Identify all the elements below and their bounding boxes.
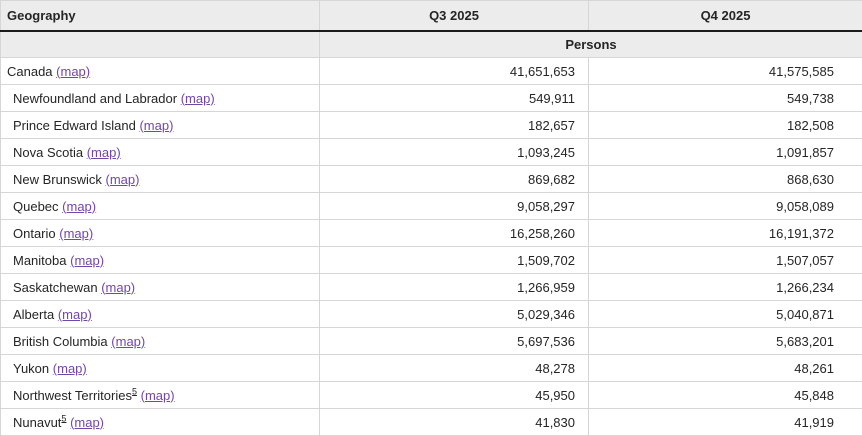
- q4-value-cell: 16,191,372: [589, 220, 862, 247]
- q3-value-cell: 48,278: [320, 355, 589, 382]
- column-header-q3-2025: Q3 2025: [320, 1, 589, 32]
- geography-cell: Nunavut5 (map): [1, 409, 320, 436]
- geography-label: Alberta: [13, 307, 54, 322]
- q3-value-cell: 5,697,536: [320, 328, 589, 355]
- table-row: Alberta (map) 5,029,346 5,040,871: [1, 301, 862, 328]
- q3-value-cell: 1,266,959: [320, 274, 589, 301]
- table-row: Prince Edward Island (map) 182,657 182,5…: [1, 112, 862, 139]
- q3-value-cell: 9,058,297: [320, 193, 589, 220]
- map-link[interactable]: (map): [111, 334, 145, 349]
- q4-value-cell: 48,261: [589, 355, 862, 382]
- geography-label: New Brunswick: [13, 172, 102, 187]
- geography-cell: Prince Edward Island (map): [1, 112, 320, 139]
- q3-value-cell: 182,657: [320, 112, 589, 139]
- q3-value-cell: 1,093,245: [320, 139, 589, 166]
- geography-label: Saskatchewan: [13, 280, 98, 295]
- column-header-geography: Geography: [1, 1, 320, 32]
- geography-cell: British Columbia (map): [1, 328, 320, 355]
- geography-label: Newfoundland and Labrador: [13, 91, 177, 106]
- units-header-row: Persons: [1, 31, 862, 58]
- geography-label: Canada: [7, 64, 53, 79]
- q4-value-cell: 549,738: [589, 85, 862, 112]
- map-link[interactable]: (map): [53, 361, 87, 376]
- q4-value-cell: 41,575,585: [589, 58, 862, 85]
- geography-cell: Canada (map): [1, 58, 320, 85]
- table-row: Yukon (map) 48,278 48,261: [1, 355, 862, 382]
- geography-cell: Nova Scotia (map): [1, 139, 320, 166]
- table-row: Newfoundland and Labrador (map) 549,911 …: [1, 85, 862, 112]
- q4-value-cell: 1,091,857: [589, 139, 862, 166]
- table-row: Ontario (map) 16,258,260 16,191,372: [1, 220, 862, 247]
- q3-value-cell: 1,509,702: [320, 247, 589, 274]
- geography-cell: Quebec (map): [1, 193, 320, 220]
- map-link[interactable]: (map): [101, 280, 135, 295]
- q4-value-cell: 1,507,057: [589, 247, 862, 274]
- map-link[interactable]: (map): [87, 145, 121, 160]
- table-row: Nova Scotia (map) 1,093,245 1,091,857: [1, 139, 862, 166]
- units-header-persons: Persons: [320, 31, 862, 58]
- footnote-link[interactable]: 5: [61, 413, 66, 423]
- geography-label: Ontario: [13, 226, 56, 241]
- map-link[interactable]: (map): [56, 64, 90, 79]
- table-row: British Columbia (map) 5,697,536 5,683,2…: [1, 328, 862, 355]
- q3-value-cell: 41,651,653: [320, 58, 589, 85]
- geography-label: Northwest Territories: [13, 388, 132, 403]
- table-row: Quebec (map) 9,058,297 9,058,089: [1, 193, 862, 220]
- footnote-ref: 5: [61, 413, 66, 423]
- q3-value-cell: 45,950: [320, 382, 589, 409]
- geography-label: Manitoba: [13, 253, 66, 268]
- table-row: New Brunswick (map) 869,682 868,630: [1, 166, 862, 193]
- geography-cell: Northwest Territories5 (map): [1, 382, 320, 409]
- geography-label: Yukon: [13, 361, 49, 376]
- q3-value-cell: 5,029,346: [320, 301, 589, 328]
- map-link[interactable]: (map): [141, 388, 175, 403]
- geography-cell: New Brunswick (map): [1, 166, 320, 193]
- q4-value-cell: 5,040,871: [589, 301, 862, 328]
- q4-value-cell: 182,508: [589, 112, 862, 139]
- q4-value-cell: 868,630: [589, 166, 862, 193]
- table-body: Canada (map) 41,651,653 41,575,585 Newfo…: [1, 58, 862, 436]
- map-link[interactable]: (map): [70, 253, 104, 268]
- map-link[interactable]: (map): [62, 199, 96, 214]
- q4-value-cell: 41,919: [589, 409, 862, 436]
- geography-cell: Yukon (map): [1, 355, 320, 382]
- map-link[interactable]: (map): [181, 91, 215, 106]
- geography-cell: Newfoundland and Labrador (map): [1, 85, 320, 112]
- footnote-ref: 5: [132, 386, 137, 396]
- geography-label: Nova Scotia: [13, 145, 83, 160]
- column-header-q4-2025: Q4 2025: [589, 1, 862, 32]
- table-row: Manitoba (map) 1,509,702 1,507,057: [1, 247, 862, 274]
- q4-value-cell: 5,683,201: [589, 328, 862, 355]
- geography-label: Prince Edward Island: [13, 118, 136, 133]
- q3-value-cell: 41,830: [320, 409, 589, 436]
- geography-cell: Saskatchewan (map): [1, 274, 320, 301]
- map-link[interactable]: (map): [70, 415, 104, 430]
- geography-cell: Alberta (map): [1, 301, 320, 328]
- map-link[interactable]: (map): [59, 226, 93, 241]
- footnote-link[interactable]: 5: [132, 386, 137, 396]
- table-row: Nunavut5 (map) 41,830 41,919: [1, 409, 862, 436]
- geography-cell: Manitoba (map): [1, 247, 320, 274]
- geography-cell: Ontario (map): [1, 220, 320, 247]
- q4-value-cell: 45,848: [589, 382, 862, 409]
- table-row: Saskatchewan (map) 1,266,959 1,266,234: [1, 274, 862, 301]
- table-row: Canada (map) 41,651,653 41,575,585: [1, 58, 862, 85]
- geography-label: Nunavut: [13, 415, 61, 430]
- units-header-spacer-cell: [1, 31, 320, 58]
- q4-value-cell: 9,058,089: [589, 193, 862, 220]
- geography-label: British Columbia: [13, 334, 108, 349]
- q4-value-cell: 1,266,234: [589, 274, 862, 301]
- column-header-row: Geography Q3 2025 Q4 2025: [1, 1, 862, 32]
- map-link[interactable]: (map): [139, 118, 173, 133]
- q3-value-cell: 869,682: [320, 166, 589, 193]
- table-row: Northwest Territories5 (map) 45,950 45,8…: [1, 382, 862, 409]
- map-link[interactable]: (map): [105, 172, 139, 187]
- q3-value-cell: 16,258,260: [320, 220, 589, 247]
- geography-label: Quebec: [13, 199, 59, 214]
- q3-value-cell: 549,911: [320, 85, 589, 112]
- map-link[interactable]: (map): [58, 307, 92, 322]
